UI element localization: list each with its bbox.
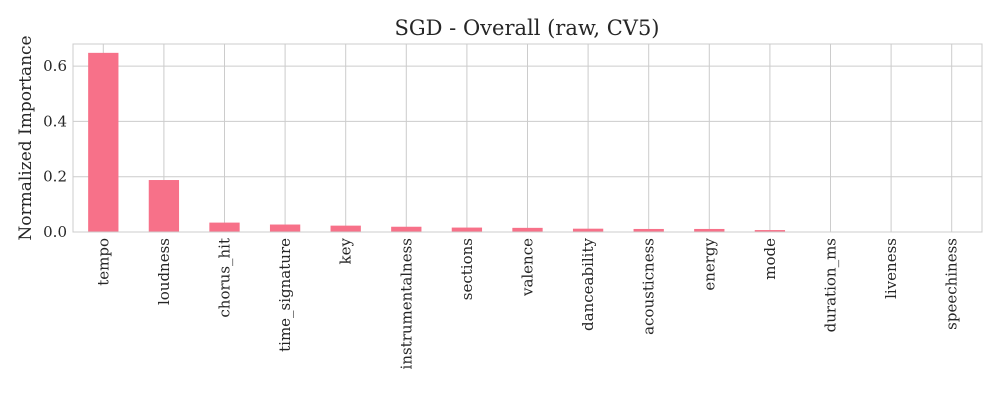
x-tick-label: time_signature [276, 238, 294, 352]
bar-instrumentalness [391, 227, 421, 232]
chart-title: SGD - Overall (raw, CV5) [395, 16, 660, 40]
grid [73, 44, 982, 232]
x-tick-label: mode [761, 238, 779, 280]
y-axis-ticks: 0.0 0.2 0.4 0.6 [43, 57, 67, 241]
x-tick-label: danceability [579, 237, 597, 330]
x-tick-label: sections [458, 238, 476, 300]
x-tick-label: liveness [882, 238, 900, 299]
bar-loudness [149, 180, 179, 232]
y-tick-label: 0.2 [43, 168, 67, 186]
x-tick-label: chorus_hit [216, 238, 234, 318]
x-tick-label: tempo [94, 238, 112, 286]
x-tick-label: duration_ms [822, 238, 840, 332]
bar-sections [452, 228, 482, 232]
x-tick-label: valence [519, 238, 537, 297]
x-axis-ticks: tempo loudness chorus_hit time_signature key… [94, 237, 960, 369]
bar-chorus_hit [209, 223, 239, 232]
x-tick-label: instrumentalness [397, 238, 415, 369]
y-tick-label: 0.4 [43, 112, 67, 130]
bar-key [331, 226, 361, 232]
y-tick-label: 0.0 [43, 223, 67, 241]
x-tick-label: speechiness [943, 238, 961, 330]
y-tick-label: 0.6 [43, 57, 67, 75]
bar-valence [512, 228, 542, 232]
x-tick-label: loudness [155, 238, 173, 305]
bar-time_signature [270, 225, 300, 232]
x-tick-label: key [337, 237, 355, 264]
bar-tempo [88, 53, 118, 232]
x-tick-label: acousticness [640, 238, 658, 335]
x-tick-label: energy [700, 237, 718, 290]
y-axis-label: Normalized Importance [16, 35, 36, 240]
